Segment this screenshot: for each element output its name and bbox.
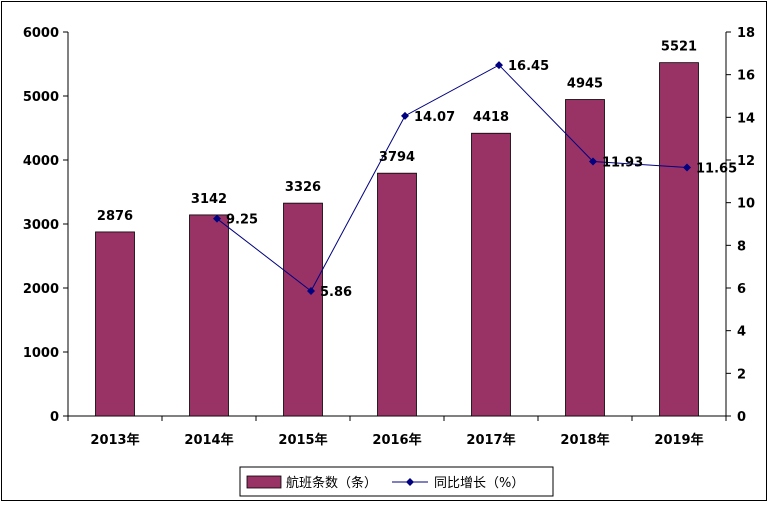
x-tick-label: 2015年 bbox=[278, 432, 327, 448]
legend-bar-label: 航班条数（条） bbox=[286, 475, 377, 491]
bar bbox=[659, 62, 699, 417]
line-point bbox=[683, 163, 691, 172]
bar-value-label: 2876 bbox=[97, 209, 133, 224]
line-series bbox=[213, 61, 691, 295]
right-tick-label: 4 bbox=[737, 325, 746, 340]
bar-value-label: 4945 bbox=[567, 77, 603, 92]
line-point bbox=[401, 111, 409, 120]
x-tick-label: 2018年 bbox=[560, 432, 609, 448]
right-tick-label: 0 bbox=[737, 410, 746, 425]
bar-series bbox=[95, 62, 699, 417]
x-tick-label: 2019年 bbox=[654, 432, 703, 448]
legend-line-marker bbox=[406, 478, 414, 486]
line-point bbox=[213, 214, 221, 223]
bar-value-label: 3142 bbox=[191, 192, 227, 207]
line-point bbox=[589, 157, 597, 166]
line-point bbox=[307, 286, 315, 295]
bar-value-label: 5521 bbox=[661, 40, 697, 55]
legend: 航班条数（条） 同比增长（%） bbox=[239, 466, 554, 497]
left-tick-label: 1000 bbox=[23, 346, 59, 361]
bar bbox=[95, 231, 135, 417]
left-tick-label: 3000 bbox=[23, 218, 59, 233]
data-labels: 2876 3142 3326 3794 4418 4945 5521 9.25 5.86 14.0… bbox=[97, 40, 737, 300]
growth-line bbox=[216, 64, 688, 292]
line-value-label: 9.25 bbox=[226, 213, 258, 228]
legend-line-label: 同比增长（%） bbox=[434, 476, 524, 491]
right-tick-label: 2 bbox=[737, 367, 746, 382]
right-tick-label: 10 bbox=[737, 197, 755, 212]
bar-value-label: 3326 bbox=[285, 180, 321, 195]
x-tick-label: 2016年 bbox=[372, 432, 421, 448]
line-point bbox=[495, 61, 503, 70]
right-tick-label: 18 bbox=[737, 26, 755, 41]
right-tick-label: 14 bbox=[737, 111, 755, 126]
bar bbox=[471, 132, 511, 417]
right-tick-label: 8 bbox=[737, 239, 746, 254]
x-tick-label: 2017年 bbox=[466, 432, 515, 448]
bar bbox=[283, 202, 323, 417]
bar-value-label: 4418 bbox=[473, 110, 509, 125]
bar bbox=[377, 172, 417, 417]
x-tick-label: 2014年 bbox=[184, 432, 233, 448]
right-tick-label: 12 bbox=[737, 154, 755, 169]
right-tick-label: 16 bbox=[737, 69, 755, 84]
bar bbox=[565, 99, 605, 417]
left-tick-label: 5000 bbox=[23, 90, 59, 105]
legend-bar-swatch bbox=[246, 475, 282, 489]
axes: 0 1000 2000 3000 4000 5000 6000 0 2 4 6 8 10 12 14 16 18… bbox=[23, 26, 755, 448]
line-value-label: 16.45 bbox=[508, 59, 549, 74]
line-value-label: 11.93 bbox=[602, 155, 643, 170]
line-value-label: 5.86 bbox=[320, 285, 352, 300]
left-tick-label: 6000 bbox=[23, 26, 59, 41]
left-tick-label: 4000 bbox=[23, 154, 59, 169]
line-value-label: 14.07 bbox=[414, 110, 455, 125]
right-tick-label: 6 bbox=[737, 282, 746, 297]
left-tick-label: 2000 bbox=[23, 282, 59, 297]
bar-value-label: 3794 bbox=[379, 150, 415, 165]
bar bbox=[189, 214, 229, 417]
left-tick-label: 0 bbox=[50, 410, 59, 425]
x-tick-label: 2013年 bbox=[90, 432, 139, 448]
line-value-label: 11.65 bbox=[696, 161, 737, 176]
